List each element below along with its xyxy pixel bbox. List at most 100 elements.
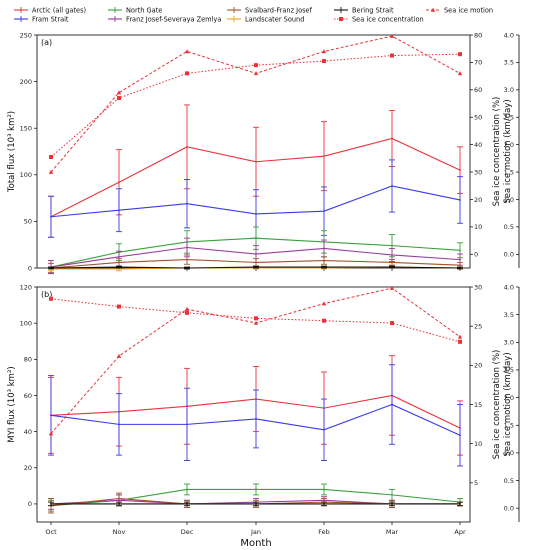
series-line <box>50 403 461 436</box>
data-point <box>459 249 461 252</box>
y-tick-label: 0 <box>28 264 32 272</box>
y3-axis-title: Sea ice motion (km/day) <box>503 99 513 203</box>
data-point <box>459 267 461 269</box>
series-line <box>50 185 461 218</box>
data-point <box>323 155 325 158</box>
concentration-point <box>390 53 394 58</box>
data-point <box>255 266 257 268</box>
y-tick-label: 100 <box>20 171 32 179</box>
data-point <box>255 213 257 215</box>
legend-item-conc: Sea ice concentration <box>334 15 424 23</box>
y3-tick-label: 1.5 <box>504 168 514 176</box>
y2-tick-label: 30 <box>474 283 482 291</box>
motion-point <box>253 320 259 325</box>
panel-b: 0 20 40 60 80 100 120 5 10 15 20 25 30 0.0 0.5 1.0 1.5 2.… <box>7 283 520 536</box>
legend-item-fjsz: Franz Josef-Severaya Zemlya <box>108 15 221 23</box>
data-point <box>186 423 188 426</box>
data-point <box>255 503 257 505</box>
concentration-point <box>458 52 462 57</box>
concentration-point <box>185 71 189 76</box>
data-point <box>186 267 188 269</box>
series-arctic <box>48 104 463 238</box>
legend-item-svfj: Svalbard-Franz Josef <box>227 6 313 14</box>
data-point <box>459 199 461 201</box>
data-point <box>186 258 188 261</box>
data-point <box>118 266 120 268</box>
data-point <box>118 503 120 505</box>
y2-axis-title: Sea ice concentration (%) <box>492 350 502 460</box>
data-point <box>118 268 120 270</box>
motion-point <box>321 49 327 54</box>
y2-tick-label: 10 <box>474 440 482 448</box>
panel-a: 0 50 100 150 200 250 0 10 20 30 40 50 60 70 80 0.0 0.5 1.… <box>7 31 520 275</box>
concentration-point <box>254 63 258 68</box>
y2-tick-label: 10 <box>474 223 482 231</box>
y3-tick-label: 1.0 <box>504 196 514 204</box>
data-point <box>459 434 461 437</box>
concentration-point <box>117 304 121 309</box>
data-point <box>50 414 52 417</box>
plot-frame <box>36 286 471 523</box>
y-tick-label: 40 <box>24 428 32 436</box>
data-point <box>50 503 52 505</box>
data-point <box>186 145 188 148</box>
y-tick-label: 150 <box>20 125 32 133</box>
y-tick-label: 200 <box>20 78 32 86</box>
data-point <box>391 266 393 268</box>
y2-tick-label: 0 <box>474 251 478 259</box>
x-tick-label: Mar <box>386 528 399 536</box>
x-tick-label: Nov <box>113 528 126 536</box>
y3-tick-label: 4.0 <box>504 283 514 291</box>
motion-point <box>253 71 259 76</box>
data-point <box>255 237 257 240</box>
data-point <box>255 253 257 255</box>
motion-line <box>50 35 461 173</box>
data-point <box>391 137 393 140</box>
concentration-point <box>49 296 53 301</box>
motion-point <box>116 90 122 95</box>
y-tick-label: 250 <box>20 31 32 39</box>
x-axis-title: Month <box>240 538 271 549</box>
series-motion <box>48 285 463 436</box>
y2-axis-title: Sea ice concentration (%) <box>492 97 502 207</box>
y2-tick-label: 50 <box>474 114 482 122</box>
data-point <box>186 246 188 249</box>
series-north <box>48 483 463 512</box>
y3-tick-label: 2.5 <box>504 114 514 122</box>
data-point <box>459 258 461 261</box>
y-tick-label: 100 <box>20 319 32 327</box>
motion-point <box>116 353 122 358</box>
y2-tick-label: 25 <box>474 322 482 330</box>
data-point <box>255 160 257 163</box>
legend-item-motion: Sea ice motion <box>426 6 493 14</box>
concentration-point <box>322 59 326 64</box>
data-point <box>118 209 120 212</box>
data-point <box>323 488 325 491</box>
y3-tick-label: 4.0 <box>504 31 514 39</box>
y2-tick-label: 60 <box>474 86 482 94</box>
y3-tick-label: 3.5 <box>504 59 514 67</box>
y3-tick-label: 3.5 <box>504 311 514 319</box>
y-tick-label: 120 <box>20 283 32 291</box>
concentration-point <box>49 154 53 159</box>
motion-point <box>184 306 190 311</box>
motion-point <box>321 301 327 306</box>
data-point <box>391 244 393 247</box>
series-concentration <box>49 296 462 344</box>
data-point <box>459 264 461 267</box>
data-point <box>50 267 52 269</box>
motion-point <box>457 71 463 76</box>
legend-label: Sea ice motion <box>444 6 493 14</box>
data-point <box>391 254 393 256</box>
data-point <box>323 259 325 262</box>
motion-point <box>184 49 190 54</box>
data-point <box>323 428 325 431</box>
y3-tick-label: 0.5 <box>504 477 514 485</box>
motion-point <box>389 33 395 38</box>
y3-tick-label: 0.0 <box>504 251 514 259</box>
y2-tick-label: 70 <box>474 59 482 67</box>
data-point <box>118 497 120 500</box>
y3-tick-label: 2.0 <box>504 394 514 402</box>
legend: Arctic (all gates)Fram Strait North GateF… <box>14 6 493 23</box>
